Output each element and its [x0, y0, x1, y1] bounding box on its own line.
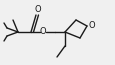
Text: O: O — [88, 20, 95, 30]
Text: O: O — [39, 27, 46, 35]
Text: O: O — [34, 6, 41, 14]
